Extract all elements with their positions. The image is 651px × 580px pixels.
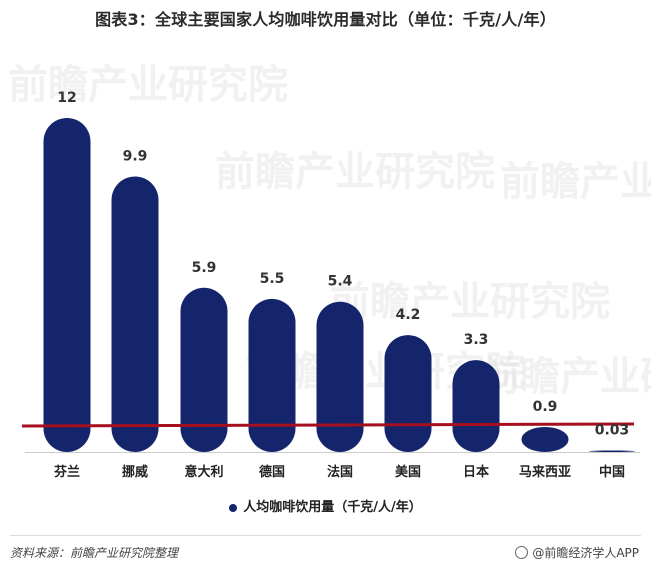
chart-title: 图表3：全球主要国家人均咖啡饮用量对比（单位：千克/人/年） — [95, 10, 556, 29]
bar-7 — [452, 360, 500, 452]
legend: 人均咖啡饮用量（千克/人/年） — [0, 496, 651, 515]
category-label: 美国 — [395, 464, 421, 480]
category-label: 马来西亚 — [519, 464, 571, 480]
category-label: 挪威 — [122, 464, 148, 480]
category-label: 法国 — [327, 464, 353, 480]
footer-divider — [10, 535, 641, 536]
watermark-text: 前瞻产业研究院 — [500, 159, 651, 205]
watermark-text: 前瞻产业研究院 — [480, 354, 651, 400]
data-label: 5.4 — [328, 274, 353, 290]
bar-5 — [316, 301, 364, 452]
bar-8 — [521, 426, 569, 452]
watermark-text: 前瞻产业研究院 — [8, 62, 288, 108]
data-label: 5.9 — [192, 260, 217, 276]
labels-layer: 12 芬兰 9.9 挪威 5.9 意大利 5.5 德国 5.4 法国 4.2 美国 3.3 日本 0.9 马来… — [53, 90, 629, 480]
bar-3 — [180, 287, 228, 452]
bars-layer — [43, 118, 636, 452]
category-label: 芬兰 — [53, 464, 80, 480]
bar-6 — [384, 335, 432, 452]
watermark-text: 前瞻产业研究院 — [330, 279, 610, 325]
category-label: 德国 — [259, 464, 285, 480]
bar-9 — [588, 450, 636, 452]
reference-line — [21, 422, 635, 428]
bar-2 — [111, 176, 159, 452]
bar-1 — [43, 118, 91, 452]
watermark-text: 前瞻产业研究院 — [215, 149, 495, 195]
brand-label: @前瞻经济学人APP — [532, 546, 639, 560]
brand-icon — [515, 546, 529, 559]
bar-4 — [248, 298, 296, 452]
data-label: 5.5 — [260, 271, 285, 287]
data-label: 12 — [57, 90, 76, 106]
source-note: 资料来源：前瞻产业研究院整理 — [10, 546, 179, 560]
legend-swatch — [229, 503, 238, 512]
category-label: 意大利 — [184, 464, 223, 480]
data-label: 0.03 — [595, 423, 630, 439]
category-label: 中国 — [599, 464, 625, 480]
data-label: 9.9 — [123, 148, 148, 164]
data-label: 4.2 — [396, 307, 421, 323]
brand-credit: @前瞻经济学人APP — [515, 544, 639, 561]
legend-label: 人均咖啡饮用量（千克/人/年） — [243, 500, 422, 515]
data-label: 3.3 — [464, 332, 489, 348]
data-label: 0.9 — [533, 399, 558, 415]
category-label: 日本 — [463, 464, 489, 480]
